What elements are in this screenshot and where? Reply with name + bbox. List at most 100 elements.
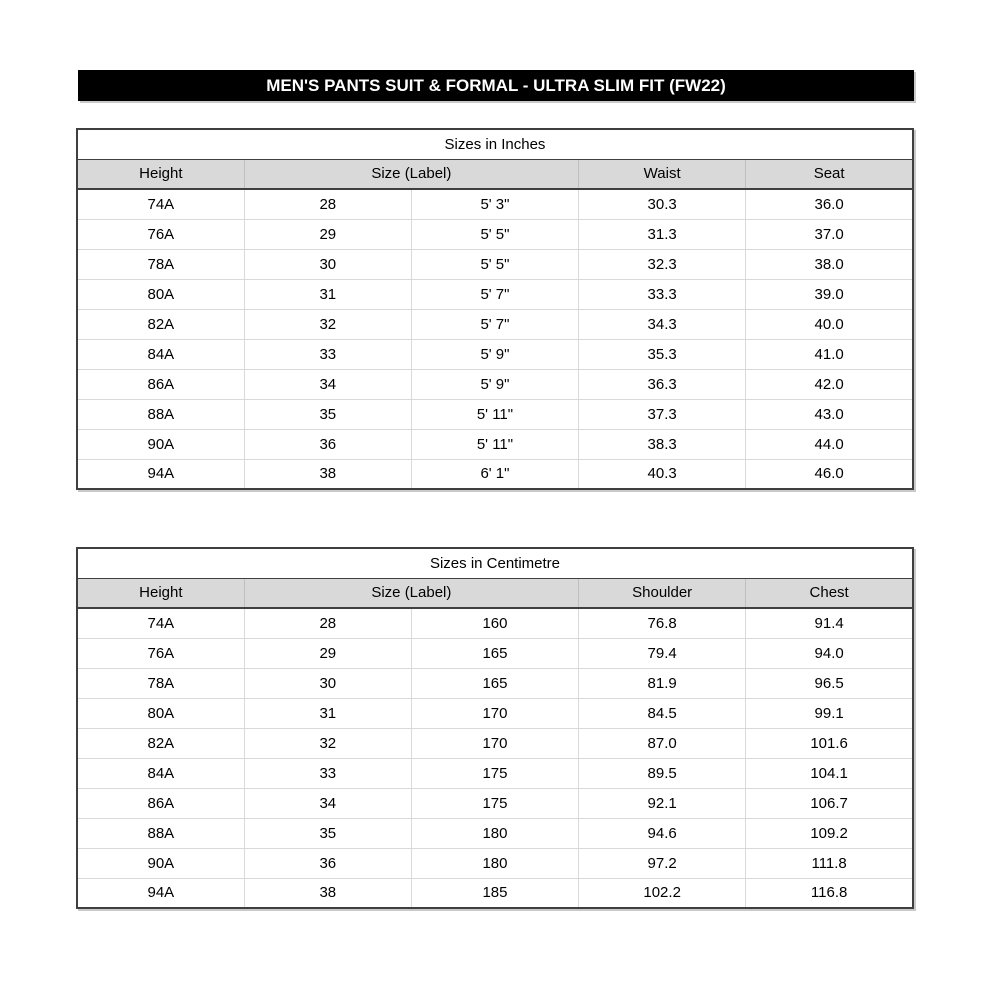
table-cell: 5' 3" (411, 189, 580, 220)
table-cell: 89.5 (578, 758, 747, 789)
table-row: 84A 33 5' 9" 35.3 41.0 (77, 339, 913, 370)
table-sizes-inches: Sizes in Inches Height Size (Label) Wais… (76, 128, 914, 490)
table-cell: 5' 5" (411, 249, 580, 280)
table-cell: 84.5 (578, 698, 747, 729)
table-row: 88A 35 180 94.6 109.2 (77, 818, 913, 849)
table-cell: 36.3 (578, 369, 747, 400)
table-cell: 86A (77, 369, 245, 400)
table-sizes-centimetre: Sizes in Centimetre Height Size (Label) … (76, 547, 914, 909)
table-title-row: Sizes in Inches (77, 129, 913, 160)
table-cell: 90A (77, 848, 245, 879)
table-cell: 92.1 (578, 788, 747, 819)
table-cell: 38.3 (578, 429, 747, 460)
table-title-row: Sizes in Centimetre (77, 548, 913, 579)
table-cell: 84A (77, 339, 245, 370)
table-cell: 5' 9" (411, 339, 580, 370)
table-cell: 44.0 (745, 429, 913, 460)
table-cell: 39.0 (745, 279, 913, 310)
table-cell: 111.8 (745, 848, 913, 879)
table-row: 76A 29 165 79.4 94.0 (77, 638, 913, 669)
table-cell: 29 (244, 638, 412, 669)
table-cell: 104.1 (745, 758, 913, 789)
table-cell: 81.9 (578, 668, 747, 699)
table-cell: 165 (411, 668, 580, 699)
column-header-seat: Seat (745, 159, 913, 190)
table-cell: 35.3 (578, 339, 747, 370)
table-cell: 185 (411, 878, 580, 908)
table-cell: 170 (411, 728, 580, 759)
table-cell: 79.4 (578, 638, 747, 669)
table-cell: 5' 9" (411, 369, 580, 400)
column-header-waist: Waist (578, 159, 747, 190)
table-body-centimetre: 74A 28 160 76.8 91.4 76A 29 165 79.4 94.0 78A 30 165… (77, 608, 913, 908)
table-cell: 28 (244, 189, 412, 220)
table-cell: 41.0 (745, 339, 913, 370)
table-cell: 32 (244, 728, 412, 759)
column-header-height: Height (77, 578, 245, 609)
table-cell: 80A (77, 279, 245, 310)
table-row: 78A 30 5' 5" 32.3 38.0 (77, 249, 913, 280)
table-cell: 38.0 (745, 249, 913, 280)
table-cell: 40.0 (745, 309, 913, 340)
column-header-chest: Chest (745, 578, 913, 609)
table-cell: 165 (411, 638, 580, 669)
table-cell: 5' 11" (411, 429, 580, 460)
table-cell: 94.0 (745, 638, 913, 669)
table-cell: 101.6 (745, 728, 913, 759)
table-row: 78A 30 165 81.9 96.5 (77, 668, 913, 699)
table-cell: 30 (244, 249, 412, 280)
table-cell: 109.2 (745, 818, 913, 849)
table-cell: 40.3 (578, 459, 747, 489)
table-cell: 5' 11" (411, 399, 580, 430)
table-cell: 170 (411, 698, 580, 729)
table-cell: 36.0 (745, 189, 913, 220)
table-cell: 96.5 (745, 668, 913, 699)
page-title: MEN'S PANTS SUIT & FORMAL - ULTRA SLIM F… (266, 75, 726, 95)
table-row: 80A 31 170 84.5 99.1 (77, 698, 913, 729)
table-cell: 33.3 (578, 279, 747, 310)
table-cell: 175 (411, 788, 580, 819)
title-banner: MEN'S PANTS SUIT & FORMAL - ULTRA SLIM F… (78, 70, 914, 101)
table-cell: 76.8 (578, 608, 747, 639)
table-row: 90A 36 5' 11" 38.3 44.0 (77, 429, 913, 460)
table-cell: 5' 7" (411, 279, 580, 310)
table-header-row: Height Size (Label) Shoulder Chest (77, 578, 913, 609)
table-cell: 33 (244, 339, 412, 370)
table-cell: 94.6 (578, 818, 747, 849)
table-cell: 43.0 (745, 399, 913, 430)
table-row: 76A 29 5' 5" 31.3 37.0 (77, 219, 913, 250)
table-cell: 37.0 (745, 219, 913, 250)
table-row: 84A 33 175 89.5 104.1 (77, 758, 913, 789)
table-cell: 36 (244, 429, 412, 460)
table-cell: 35 (244, 399, 412, 430)
table-cell: 5' 5" (411, 219, 580, 250)
table-row: 80A 31 5' 7" 33.3 39.0 (77, 279, 913, 310)
table-cell: 35 (244, 818, 412, 849)
table-row: 82A 32 5' 7" 34.3 40.0 (77, 309, 913, 340)
table-cell: 180 (411, 818, 580, 849)
table-cell: 90A (77, 429, 245, 460)
table-cell: 31 (244, 279, 412, 310)
column-header-shoulder: Shoulder (578, 578, 747, 609)
table-cell: 78A (77, 668, 245, 699)
table-row: 86A 34 175 92.1 106.7 (77, 788, 913, 819)
table-cell: 94A (77, 459, 245, 489)
table-header-row: Height Size (Label) Waist Seat (77, 159, 913, 190)
table-cell: 30 (244, 668, 412, 699)
table-cell: 180 (411, 848, 580, 879)
table-cell: 116.8 (810, 884, 848, 902)
table-row: 88A 35 5' 11" 37.3 43.0 (77, 399, 913, 430)
table-cell: 88A (77, 818, 245, 849)
table-cell: 32 (244, 309, 412, 340)
table-cell: 175 (411, 758, 580, 789)
table-cell: 99.1 (745, 698, 913, 729)
table-cell: 6' 1" (411, 459, 580, 489)
table-cell: 94A (77, 878, 245, 908)
table-row: 94A 38 6' 1" 40.3 46.0 (77, 459, 913, 489)
table-cell: 38 (244, 459, 412, 489)
table-cell: 31 (244, 698, 412, 729)
table-cell: 97.2 (578, 848, 747, 879)
table-cell: 38 (244, 878, 412, 908)
table-cell: 88A (77, 399, 245, 430)
